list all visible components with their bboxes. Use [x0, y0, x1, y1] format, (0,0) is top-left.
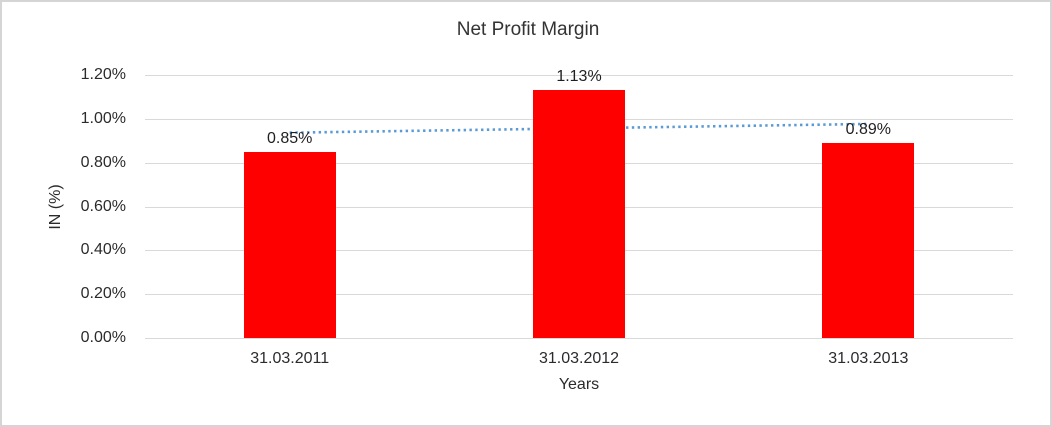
y-tick-label: 0.60%	[80, 197, 126, 215]
category-label: 31.03.2013	[828, 350, 909, 367]
y-tick-label: 0.80%	[80, 153, 126, 171]
gridline	[145, 338, 1013, 339]
chart-title: Net Profit Margin	[456, 19, 600, 40]
x-axis-title: Years	[558, 376, 600, 393]
y-tick-label: 1.00%	[80, 109, 126, 127]
y-tick-label: 0.40%	[80, 241, 126, 259]
y-tick-label: 0.00%	[80, 329, 126, 346]
gridline	[145, 75, 1013, 76]
category-label: 31.03.2011	[250, 350, 330, 367]
data-label: 0.89%	[845, 120, 892, 138]
bar	[822, 142, 915, 338]
data-label: 1.13%	[556, 68, 602, 86]
y-tick-label: 1.20%	[80, 66, 126, 83]
data-label: 0.85%	[266, 129, 313, 147]
y-tick-label: 0.20%	[80, 285, 126, 303]
bar	[533, 90, 625, 338]
bar	[243, 151, 336, 338]
category-label: 31.03.2012	[538, 350, 620, 367]
